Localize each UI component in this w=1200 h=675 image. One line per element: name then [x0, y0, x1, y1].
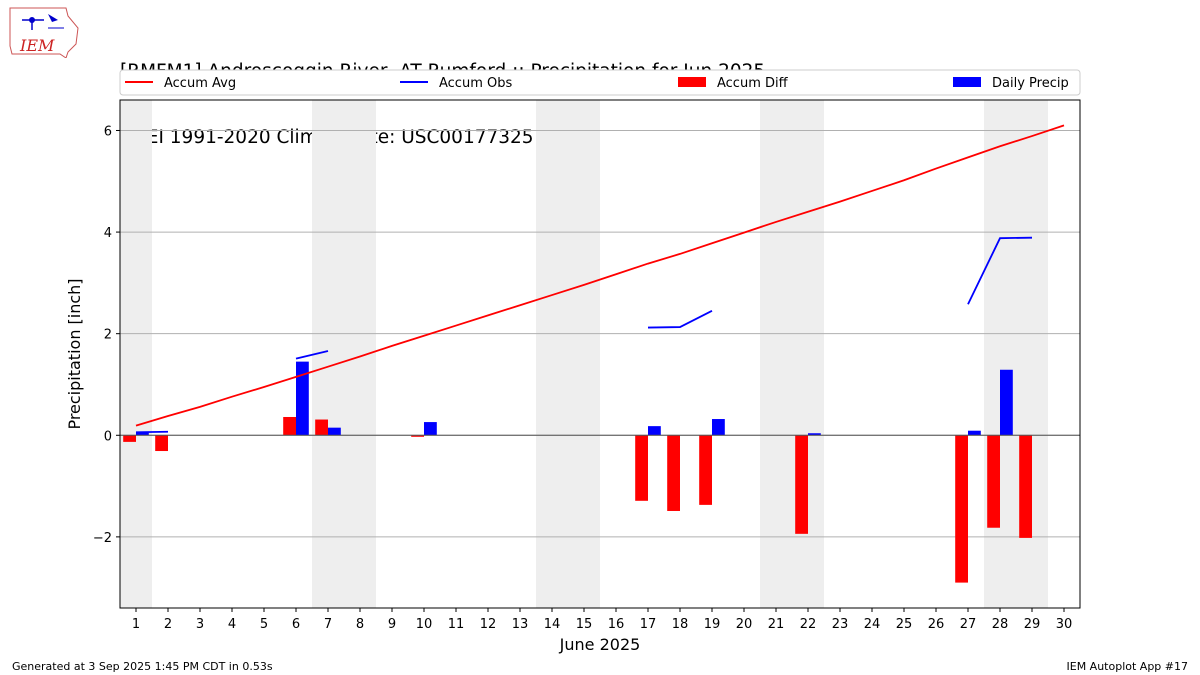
x-tick-label: 14 [544, 617, 561, 632]
x-tick-label: 6 [292, 617, 300, 632]
daily-bar [648, 426, 661, 436]
legend-label: Daily Precip [992, 76, 1069, 91]
diff-bar [955, 435, 968, 583]
legend-swatch [953, 77, 981, 87]
weekend-shade [760, 100, 824, 608]
diff-bar [411, 435, 424, 437]
x-tick-label: 1 [132, 617, 140, 632]
x-tick-label: 28 [992, 617, 1009, 632]
y-axis-label: Precipitation [inch] [65, 278, 84, 429]
x-tick-label: 18 [672, 617, 689, 632]
x-tick-label: 11 [448, 617, 465, 632]
y-tick-label: −2 [93, 531, 112, 546]
daily-bar [808, 433, 821, 436]
accum-obs-line [647, 310, 713, 329]
diff-bar [795, 435, 808, 534]
footer-app: IEM Autoplot App #17 [1066, 660, 1189, 673]
daily-bar [1000, 369, 1013, 436]
x-tick-label: 30 [1056, 617, 1073, 632]
legend-label: Accum Diff [717, 76, 789, 91]
x-tick-label: 12 [480, 617, 497, 632]
daily-bar [296, 361, 309, 436]
weekend-shade [984, 100, 1048, 608]
legend-box [119, 69, 1081, 96]
x-tick-label: 10 [416, 617, 433, 632]
x-tick-label: 25 [896, 617, 913, 632]
x-tick-label: 21 [768, 617, 785, 632]
plot-frame [119, 99, 1081, 609]
x-tick-label: 29 [1024, 617, 1041, 632]
weekend-shade [120, 100, 152, 608]
diff-bar [667, 435, 680, 511]
diff-bar [987, 435, 1000, 528]
diff-bar [699, 435, 712, 505]
x-tick-label: 13 [512, 617, 529, 632]
daily-bar [968, 430, 981, 436]
x-tick-label: 3 [196, 617, 204, 632]
legend-label: Accum Avg [164, 76, 236, 91]
y-tick-label: 4 [104, 226, 112, 241]
iem-logo: IEM [9, 7, 79, 58]
logo-text: IEM [19, 36, 55, 55]
y-tick-label: 0 [104, 429, 112, 444]
accum-obs-line [967, 236, 1033, 305]
x-tick-label: 24 [864, 617, 881, 632]
x-tick-label: 26 [928, 617, 945, 632]
x-tick-label: 9 [388, 617, 396, 632]
footer-generated: Generated at 3 Sep 2025 1:45 PM CDT in 0… [12, 660, 273, 673]
x-tick-label: 17 [640, 617, 657, 632]
x-tick-label: 23 [832, 617, 849, 632]
accum-obs-line [295, 350, 329, 360]
y-tick-label: 6 [104, 124, 112, 139]
y-tick-label: 2 [104, 328, 112, 343]
diff-bar [155, 435, 168, 452]
legend: Accum Avg Accum Obs Accum Diff Daily Precip [119, 69, 1081, 96]
diff-bar [315, 419, 328, 436]
x-tick-label: 19 [704, 617, 721, 632]
legend-swatch [678, 77, 706, 87]
x-tick-label: 4 [228, 617, 236, 632]
x-tick-label: 20 [736, 617, 753, 632]
daily-bar [712, 419, 725, 436]
x-tick-label: 22 [800, 617, 817, 632]
accum-obs-line [135, 430, 169, 434]
x-tick-label: 15 [576, 617, 593, 632]
legend-label: Accum Obs [439, 76, 512, 91]
diff-bar [283, 416, 296, 436]
x-tick-label: 8 [356, 617, 364, 632]
x-axis-label: June 2025 [559, 635, 641, 654]
daily-bar [328, 427, 341, 436]
x-tick-label: 27 [960, 617, 977, 632]
weekend-shade [536, 100, 600, 608]
diff-bar [635, 435, 648, 501]
diff-bar [1019, 435, 1032, 538]
accum-avg-line [135, 124, 1065, 427]
x-tick-label: 16 [608, 617, 625, 632]
daily-bar [424, 422, 437, 436]
x-tick-label: 2 [164, 617, 172, 632]
x-tick-label: 5 [260, 617, 268, 632]
daily-bar [136, 432, 149, 436]
x-tick-label: 7 [324, 617, 332, 632]
diff-bar [123, 435, 136, 442]
